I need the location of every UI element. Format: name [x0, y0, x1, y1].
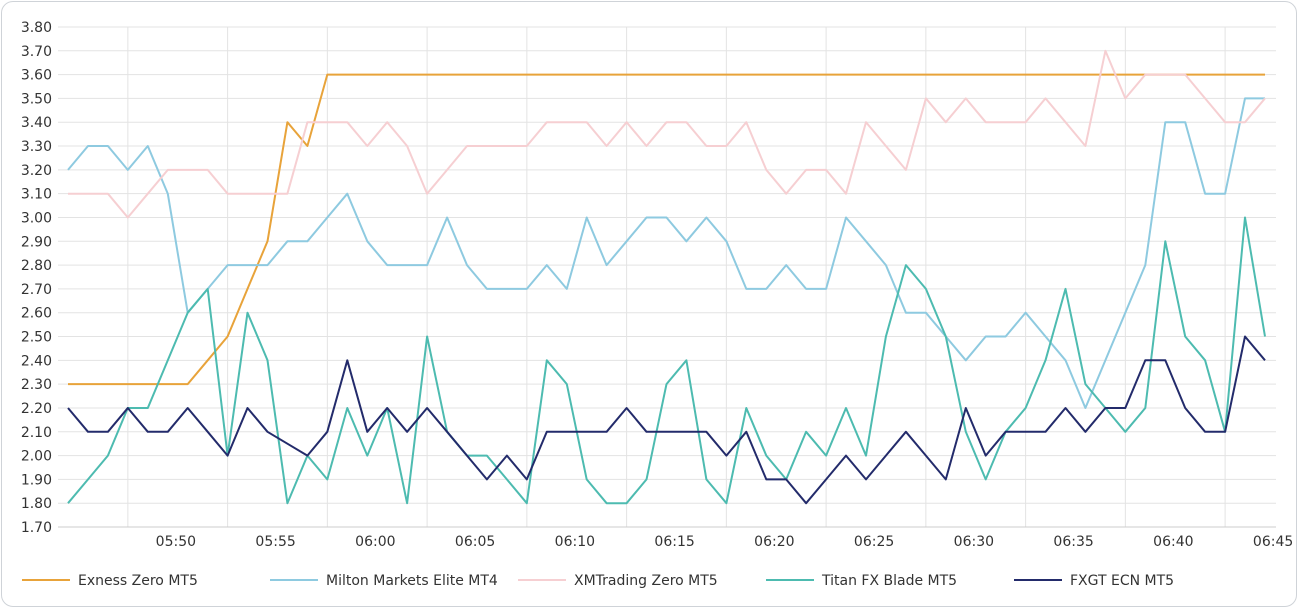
y-axis: 1.70 1.80 1.90 2.00 2.10 2.20 2.30 2.40 2.50 2.60… — [21, 20, 52, 536]
x-tick-label: 05:50 — [156, 534, 196, 550]
series-line-4 — [67, 335, 1266, 505]
legend: Exness Zero MT5 Milton Markets Elite MT4 X… — [22, 573, 1174, 589]
y-tick-label: 3.80 — [21, 20, 52, 36]
legend-label: Titan FX Blade MT5 — [821, 573, 957, 589]
x-axis: 05:50 05:55 06:00 06:05 06:10 06:15 06:20 06:25… — [156, 534, 1294, 550]
x-tick-label: 06:00 — [355, 534, 395, 550]
y-tick-label: 2.10 — [21, 425, 52, 441]
series-lines — [67, 49, 1266, 505]
y-tick-label: 2.70 — [21, 282, 52, 298]
legend-label: FXGT ECN MT5 — [1070, 573, 1174, 589]
y-tick-label: 2.90 — [21, 234, 52, 250]
x-tick-label: 06:45 — [1253, 534, 1293, 550]
y-tick-label: 1.90 — [21, 472, 52, 488]
x-tick-label: 06:30 — [954, 534, 994, 550]
y-tick-label: 2.50 — [21, 330, 52, 346]
y-tick-label: 2.80 — [21, 258, 52, 274]
y-tick-label: 3.50 — [21, 91, 52, 107]
y-tick-label: 1.80 — [21, 496, 52, 512]
y-tick-label: 3.70 — [21, 44, 52, 60]
y-tick-label: 2.00 — [21, 449, 52, 465]
y-tick-label: 2.30 — [21, 377, 52, 393]
y-tick-label: 2.60 — [21, 306, 52, 322]
x-tick-label: 06:25 — [854, 534, 894, 550]
series-line-1 — [67, 97, 1265, 409]
y-tick-label: 2.40 — [21, 353, 52, 369]
y-tick-label: 3.10 — [21, 187, 52, 203]
series-line-3 — [67, 216, 1266, 505]
y-tick-label: 3.00 — [21, 210, 52, 226]
x-tick-label: 06:20 — [754, 534, 794, 550]
legend-label: XMTrading Zero MT5 — [574, 573, 718, 589]
legend-label: Milton Markets Elite MT4 — [326, 573, 498, 589]
x-tick-label: 06:15 — [654, 534, 694, 550]
y-tick-label: 3.30 — [21, 139, 52, 155]
y-tick-label: 1.70 — [21, 520, 52, 536]
series-line-2 — [68, 49, 1266, 219]
x-tick-label: 06:10 — [555, 534, 595, 550]
y-tick-label: 3.40 — [21, 115, 52, 131]
x-tick-label: 05:55 — [255, 534, 295, 550]
series-line-0 — [68, 73, 1265, 386]
x-tick-label: 06:35 — [1053, 534, 1093, 550]
y-tick-label: 2.20 — [21, 401, 52, 417]
x-tick-label: 06:40 — [1153, 534, 1193, 550]
x-tick-label: 06:05 — [455, 534, 495, 550]
grid-lines — [58, 26, 1276, 528]
legend-label: Exness Zero MT5 — [78, 573, 198, 589]
y-tick-label: 3.20 — [21, 163, 52, 179]
y-tick-label: 3.60 — [21, 68, 52, 84]
